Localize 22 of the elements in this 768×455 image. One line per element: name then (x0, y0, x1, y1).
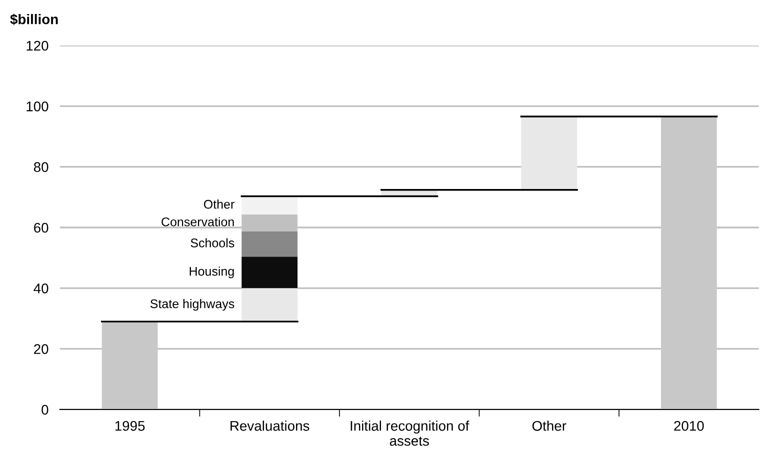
series-label: Conservation (162, 217, 234, 226)
bar (242, 256, 298, 288)
x-tick-label: Initial recognition of assets (350, 420, 470, 446)
bar (242, 196, 298, 214)
y-tick-label: 20 (34, 344, 48, 354)
series-label: Housing (190, 266, 234, 278)
x-tick-label: Other (532, 420, 566, 431)
series-label: Schools (190, 238, 234, 248)
y-tick-label: 0 (42, 404, 48, 415)
y-tick-label: 120 (26, 40, 48, 51)
x-tick-label: 2010 (674, 420, 704, 431)
y-tick-label: 60 (34, 222, 48, 233)
bar (242, 288, 298, 322)
bar (242, 231, 298, 257)
y-tick-label: 100 (26, 102, 48, 112)
y-tick-label: 40 (34, 284, 48, 294)
x-tick-label: 1995 (115, 420, 145, 431)
series-label: Other (204, 200, 234, 209)
x-tick-label: Revaluations (230, 420, 310, 431)
y-tick-label: 80 (34, 162, 48, 172)
series-label: State highways (150, 299, 234, 311)
y-axis-title: $billion (10, 14, 58, 26)
